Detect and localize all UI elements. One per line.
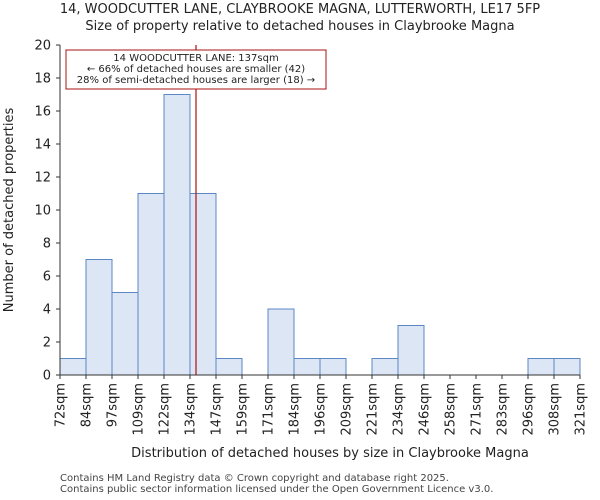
x-tick-label: 184sqm: [288, 383, 303, 436]
bar-97sqm: [111, 292, 139, 376]
bar-196sqm: [319, 358, 347, 376]
y-axis-label: Number of detached properties: [2, 108, 17, 313]
bar-171sqm: [267, 308, 295, 376]
y-tick-label: 0: [43, 369, 51, 384]
y-tick-label: 20: [34, 39, 51, 54]
x-tick-label: 209sqm: [340, 383, 355, 436]
x-tick-label: 308sqm: [548, 383, 563, 436]
x-tick-label: 221sqm: [366, 383, 381, 436]
bar-109sqm: [137, 193, 165, 376]
footer-copyright: Contains HM Land Registry data © Crown c…: [60, 473, 449, 484]
x-tick-label: 171sqm: [262, 383, 277, 436]
x-tick-label: 196sqm: [314, 383, 329, 436]
bar-221sqm: [371, 358, 399, 376]
bar-308sqm: [553, 358, 581, 376]
x-axis-label: Distribution of detached houses by size …: [131, 446, 529, 461]
chart-subtitle: Size of property relative to detached ho…: [85, 19, 515, 34]
bar-134sqm: [189, 193, 217, 376]
bar-84sqm: [85, 259, 113, 376]
x-tick-label: 109sqm: [132, 383, 147, 436]
x-tick-label: 97sqm: [106, 383, 121, 427]
bar-234sqm: [397, 325, 425, 376]
bar-147sqm: [215, 358, 243, 376]
x-tick-label: 234sqm: [392, 383, 407, 436]
x-tick-label: 147sqm: [210, 383, 225, 436]
x-tick-label: 271sqm: [470, 383, 485, 436]
annotation-line2: ← 66% of detached houses are smaller (42…: [87, 64, 305, 75]
x-tick-label: 296sqm: [522, 383, 537, 436]
ticks-group: 0 2 4 6 8 10 12 14 16 18 20 72sqm 84sqm 97sqm 109sqm 12…: [34, 39, 588, 436]
bar-296sqm: [527, 358, 555, 376]
y-tick-label: 10: [34, 204, 51, 219]
x-tick-label: 246sqm: [418, 383, 433, 436]
bar-72sqm: [59, 358, 87, 376]
x-tick-label: 122sqm: [158, 383, 173, 436]
y-tick-label: 2: [43, 336, 51, 351]
x-tick-label: 283sqm: [496, 383, 511, 436]
y-tick-label: 8: [43, 237, 51, 252]
x-tick-label: 159sqm: [236, 383, 251, 436]
bar-184sqm: [293, 358, 321, 376]
annotation-box: [65, 49, 327, 90]
y-tick-label: 18: [34, 72, 51, 87]
y-tick-label: 4: [43, 303, 51, 318]
footer-licence: Contains public sector information licen…: [60, 484, 494, 495]
annotation-line3: 28% of semi-detached houses are larger (…: [77, 75, 315, 86]
x-tick-label: 258sqm: [444, 383, 459, 436]
y-tick-label: 6: [43, 270, 51, 285]
chart-title-address: 14, WOODCUTTER LANE, CLAYBROOKE MAGNA, L…: [59, 2, 541, 17]
y-tick-label: 12: [34, 171, 51, 186]
y-tick-label: 16: [34, 105, 51, 120]
annotation-line1: 14 WOODCUTTER LANE: 137sqm: [113, 53, 278, 64]
bars-group: [59, 94, 581, 376]
bar-122sqm: [163, 94, 191, 376]
x-tick-label: 72sqm: [54, 383, 69, 427]
x-tick-label: 84sqm: [80, 383, 95, 427]
x-tick-label: 134sqm: [184, 383, 199, 436]
y-tick-label: 14: [34, 138, 51, 153]
x-tick-label: 321sqm: [574, 383, 589, 436]
